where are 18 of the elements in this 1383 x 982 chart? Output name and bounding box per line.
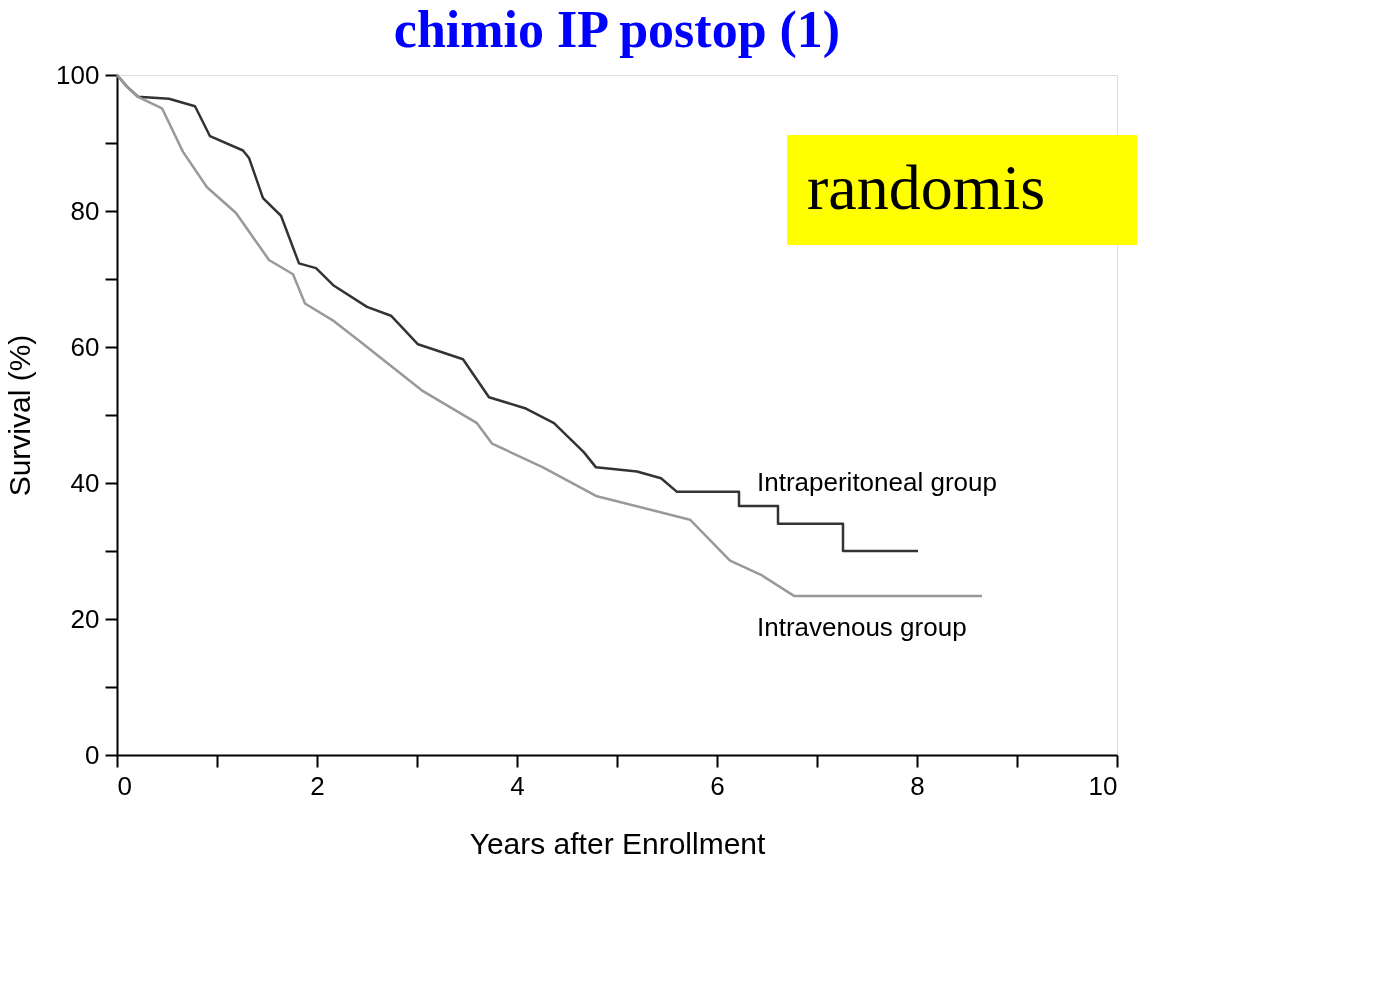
y-tick-label: 80 (70, 195, 100, 226)
y-axis-title: Survival (%) (3, 334, 37, 497)
annotation: randomis (807, 152, 1046, 223)
x-axis-title: Years after Enrollment (469, 826, 767, 860)
y-tick-label: 100 (56, 59, 100, 90)
x-tick-label: 6 (710, 770, 725, 801)
series-label: Intravenous group (757, 611, 967, 642)
x-tick-label: 8 (910, 770, 925, 801)
x-tick-label: 0 (117, 770, 132, 801)
x-tick-label: 2 (310, 770, 325, 801)
series-label: Intraperitoneal group (757, 467, 997, 497)
x-tick-label: 10 (1088, 770, 1118, 801)
x-tick-label: 4 (510, 770, 525, 801)
y-tick-label: 60 (70, 331, 100, 362)
y-tick-label: 0 (85, 739, 100, 770)
y-tick-label: 20 (70, 603, 100, 634)
chart-title: chimio IP postop (1) (393, 1, 841, 59)
y-tick-label: 40 (70, 467, 100, 498)
